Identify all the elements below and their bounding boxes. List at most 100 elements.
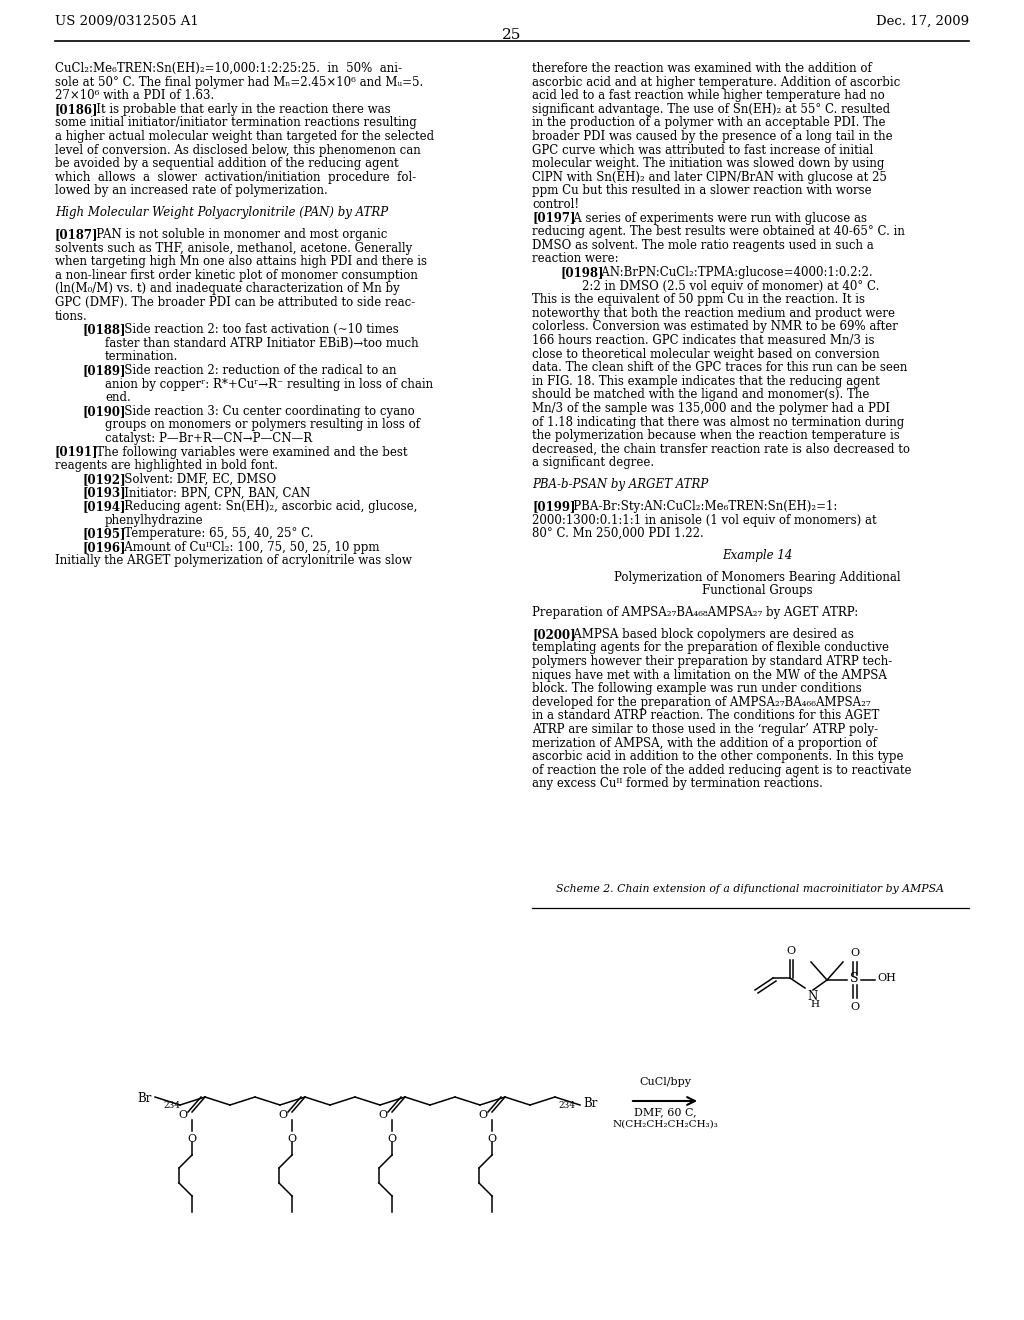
Text: Example 14: Example 14 [722,549,793,562]
Text: GPC (DMF). The broader PDI can be attributed to side reac-: GPC (DMF). The broader PDI can be attrib… [55,296,416,309]
Text: ppm Cu but this resulted in a slower reaction with worse: ppm Cu but this resulted in a slower rea… [532,185,871,198]
Text: reaction were:: reaction were: [532,252,618,265]
Text: O: O [279,1110,288,1119]
Text: [0192]: [0192] [83,473,127,486]
Text: should be matched with the ligand and monomer(s). The: should be matched with the ligand and mo… [532,388,869,401]
Text: reducing agent. The best results were obtained at 40-65° C. in: reducing agent. The best results were ob… [532,226,905,238]
Text: termination.: termination. [105,350,178,363]
Text: the polymerization because when the reaction temperature is: the polymerization because when the reac… [532,429,900,442]
Text: CuCl/bpy: CuCl/bpy [639,1077,691,1086]
Text: lowed by an increased rate of polymerization.: lowed by an increased rate of polymeriza… [55,185,328,198]
Text: phenylhydrazine: phenylhydrazine [105,513,204,527]
Text: merization of AMPSA, with the addition of a proportion of: merization of AMPSA, with the addition o… [532,737,877,750]
Text: DMF, 60 C,: DMF, 60 C, [634,1107,696,1117]
Text: Preparation of AMPSA₂₇BA₄₆₈AMPSA₂₇ by AGET ATRP:: Preparation of AMPSA₂₇BA₄₆₈AMPSA₂₇ by AG… [532,606,858,619]
Text: O: O [178,1110,187,1119]
Text: A series of experiments were run with glucose as: A series of experiments were run with gl… [562,211,867,224]
Text: Side reaction 3: Cu center coordinating to cyano: Side reaction 3: Cu center coordinating … [114,405,415,417]
Text: [0199]: [0199] [532,500,575,513]
Text: Initiator: BPN, CPN, BAN, CAN: Initiator: BPN, CPN, BAN, CAN [114,486,310,499]
Text: which  allows  a  slower  activation/initiation  procedure  fol-: which allows a slower activation/initiat… [55,170,416,183]
Text: any excess Cuᴵᴵ formed by termination reactions.: any excess Cuᴵᴵ formed by termination re… [532,777,823,791]
Text: Polymerization of Monomers Bearing Additional: Polymerization of Monomers Bearing Addit… [613,570,900,583]
Text: 2000:1300:0.1:1:1 in anisole (1 vol equiv of monomers) at: 2000:1300:0.1:1:1 in anisole (1 vol equi… [532,513,877,527]
Text: Mn/3 of the sample was 135,000 and the polymer had a PDI: Mn/3 of the sample was 135,000 and the p… [532,403,890,414]
Text: noteworthy that both the reaction medium and product were: noteworthy that both the reaction medium… [532,306,895,319]
Text: O: O [379,1110,387,1119]
Text: CuCl₂:Me₆TREN:Sn(EH)₂=10,000:1:2:25:25.  in  50%  ani-: CuCl₂:Me₆TREN:Sn(EH)₂=10,000:1:2:25:25. … [55,62,402,75]
Text: Temperature: 65, 55, 40, 25° C.: Temperature: 65, 55, 40, 25° C. [114,527,313,540]
Text: O: O [851,948,859,958]
Text: 166 hours reaction. GPC indicates that measured Mn/3 is: 166 hours reaction. GPC indicates that m… [532,334,874,347]
Text: [0193]: [0193] [83,486,127,499]
Text: [0198]: [0198] [560,267,603,279]
Text: High Molecular Weight Polyacrylonitrile (PAN) by ATRP: High Molecular Weight Polyacrylonitrile … [55,206,388,219]
Text: [0195]: [0195] [83,527,127,540]
Text: catalyst: P—Br+R—CN→P—CN—R: catalyst: P—Br+R—CN→P—CN—R [105,432,312,445]
Text: 25: 25 [503,28,521,42]
Text: groups on monomers or polymers resulting in loss of: groups on monomers or polymers resulting… [105,418,420,432]
Text: templating agents for the preparation of flexible conductive: templating agents for the preparation of… [532,642,889,655]
Text: [0188]: [0188] [83,323,127,337]
Text: O: O [851,1002,859,1012]
Text: DMSO as solvent. The mole ratio reagents used in such a: DMSO as solvent. The mole ratio reagents… [532,239,873,252]
Text: some initial initiator/initiator termination reactions resulting: some initial initiator/initiator termina… [55,116,417,129]
Text: The following variables were examined and the best: The following variables were examined an… [85,446,408,458]
Text: Amount of CuᴵᴵCl₂: 100, 75, 50, 25, 10 ppm: Amount of CuᴵᴵCl₂: 100, 75, 50, 25, 10 p… [114,541,380,553]
Text: O: O [478,1110,487,1119]
Text: [0191]: [0191] [55,446,98,458]
Text: be avoided by a sequential addition of the reducing agent: be avoided by a sequential addition of t… [55,157,398,170]
Text: S: S [850,972,858,985]
Text: O: O [387,1134,396,1144]
Text: O: O [786,946,796,956]
Text: (ln(M₀/M) vs. t) and inadequate characterization of Mn by: (ln(M₀/M) vs. t) and inadequate characte… [55,282,399,296]
Text: US 2009/0312505 A1: US 2009/0312505 A1 [55,15,199,28]
Text: O: O [187,1134,197,1144]
Text: solvents such as THF, anisole, methanol, acetone. Generally: solvents such as THF, anisole, methanol,… [55,242,413,255]
Text: AMPSA based block copolymers are desired as: AMPSA based block copolymers are desired… [562,628,854,640]
Text: control!: control! [532,198,580,211]
Text: tions.: tions. [55,309,88,322]
Text: [0194]: [0194] [83,500,127,513]
Text: PAN is not soluble in monomer and most organic: PAN is not soluble in monomer and most o… [85,228,388,242]
Text: OH: OH [877,973,896,983]
Text: data. The clean shift of the GPC traces for this run can be seen: data. The clean shift of the GPC traces … [532,362,907,374]
Text: level of conversion. As disclosed below, this phenomenon can: level of conversion. As disclosed below,… [55,144,421,157]
Text: Solvent: DMF, EC, DMSO: Solvent: DMF, EC, DMSO [114,473,276,486]
Text: of 1.18 indicating that there was almost no termination during: of 1.18 indicating that there was almost… [532,416,904,429]
Text: It is probable that early in the reaction there was: It is probable that early in the reactio… [85,103,391,116]
Text: Reducing agent: Sn(EH)₂, ascorbic acid, glucose,: Reducing agent: Sn(EH)₂, ascorbic acid, … [114,500,418,513]
Text: Br: Br [137,1092,152,1105]
Text: molecular weight. The initiation was slowed down by using: molecular weight. The initiation was slo… [532,157,885,170]
Text: of reaction the role of the added reducing agent is to reactivate: of reaction the role of the added reduci… [532,764,911,776]
Text: 2:2 in DMSO (2.5 vol equiv of monomer) at 40° C.: 2:2 in DMSO (2.5 vol equiv of monomer) a… [582,280,880,293]
Text: GPC curve which was attributed to fast increase of initial: GPC curve which was attributed to fast i… [532,144,873,157]
Text: decreased, the chain transfer reaction rate is also decreased to: decreased, the chain transfer reaction r… [532,442,910,455]
Text: block. The following example was run under conditions: block. The following example was run und… [532,682,862,696]
Text: [0186]: [0186] [55,103,98,116]
Text: 27×10⁶ with a PDI of 1.63.: 27×10⁶ with a PDI of 1.63. [55,90,214,102]
Text: polymers however their preparation by standard ATRP tech-: polymers however their preparation by st… [532,655,892,668]
Text: broader PDI was caused by the presence of a long tail in the: broader PDI was caused by the presence o… [532,129,893,143]
Text: [0196]: [0196] [83,541,127,553]
Text: anion by copperʳ: R*+Cuʳ→R⁻ resulting in loss of chain: anion by copperʳ: R*+Cuʳ→R⁻ resulting in… [105,378,433,391]
Text: [0187]: [0187] [55,228,98,242]
Text: This is the equivalent of 50 ppm Cu in the reaction. It is: This is the equivalent of 50 ppm Cu in t… [532,293,865,306]
Text: a non-linear first order kinetic plot of monomer consumption: a non-linear first order kinetic plot of… [55,269,418,281]
Text: [0190]: [0190] [83,405,127,417]
Text: N(CH₂CH₂CH₂CH₃)₃: N(CH₂CH₂CH₂CH₃)₃ [612,1119,718,1129]
Text: significant advantage. The use of Sn(EH)₂ at 55° C. resulted: significant advantage. The use of Sn(EH)… [532,103,890,116]
Text: Functional Groups: Functional Groups [701,585,812,597]
Text: O: O [487,1134,497,1144]
Text: ascorbic acid in addition to the other components. In this type: ascorbic acid in addition to the other c… [532,750,903,763]
Text: a higher actual molecular weight than targeted for the selected: a higher actual molecular weight than ta… [55,129,434,143]
Text: ascorbic acid and at higher temperature. Addition of ascorbic: ascorbic acid and at higher temperature.… [532,75,900,88]
Text: O: O [288,1134,297,1144]
Text: in a standard ATRP reaction. The conditions for this AGET: in a standard ATRP reaction. The conditi… [532,709,880,722]
Text: 234: 234 [163,1101,180,1110]
Text: ClPN with Sn(EH)₂ and later ClPN/BrAN with glucose at 25: ClPN with Sn(EH)₂ and later ClPN/BrAN wi… [532,170,887,183]
Text: Dec. 17, 2009: Dec. 17, 2009 [876,15,969,28]
Text: [0189]: [0189] [83,364,127,378]
Text: developed for the preparation of AMPSA₂₇BA₄₆₆AMPSA₂₇: developed for the preparation of AMPSA₂₇… [532,696,870,709]
Text: AN:BrPN:CuCl₂:TPMA:glucose=4000:1:0.2:2.: AN:BrPN:CuCl₂:TPMA:glucose=4000:1:0.2:2. [590,267,872,279]
